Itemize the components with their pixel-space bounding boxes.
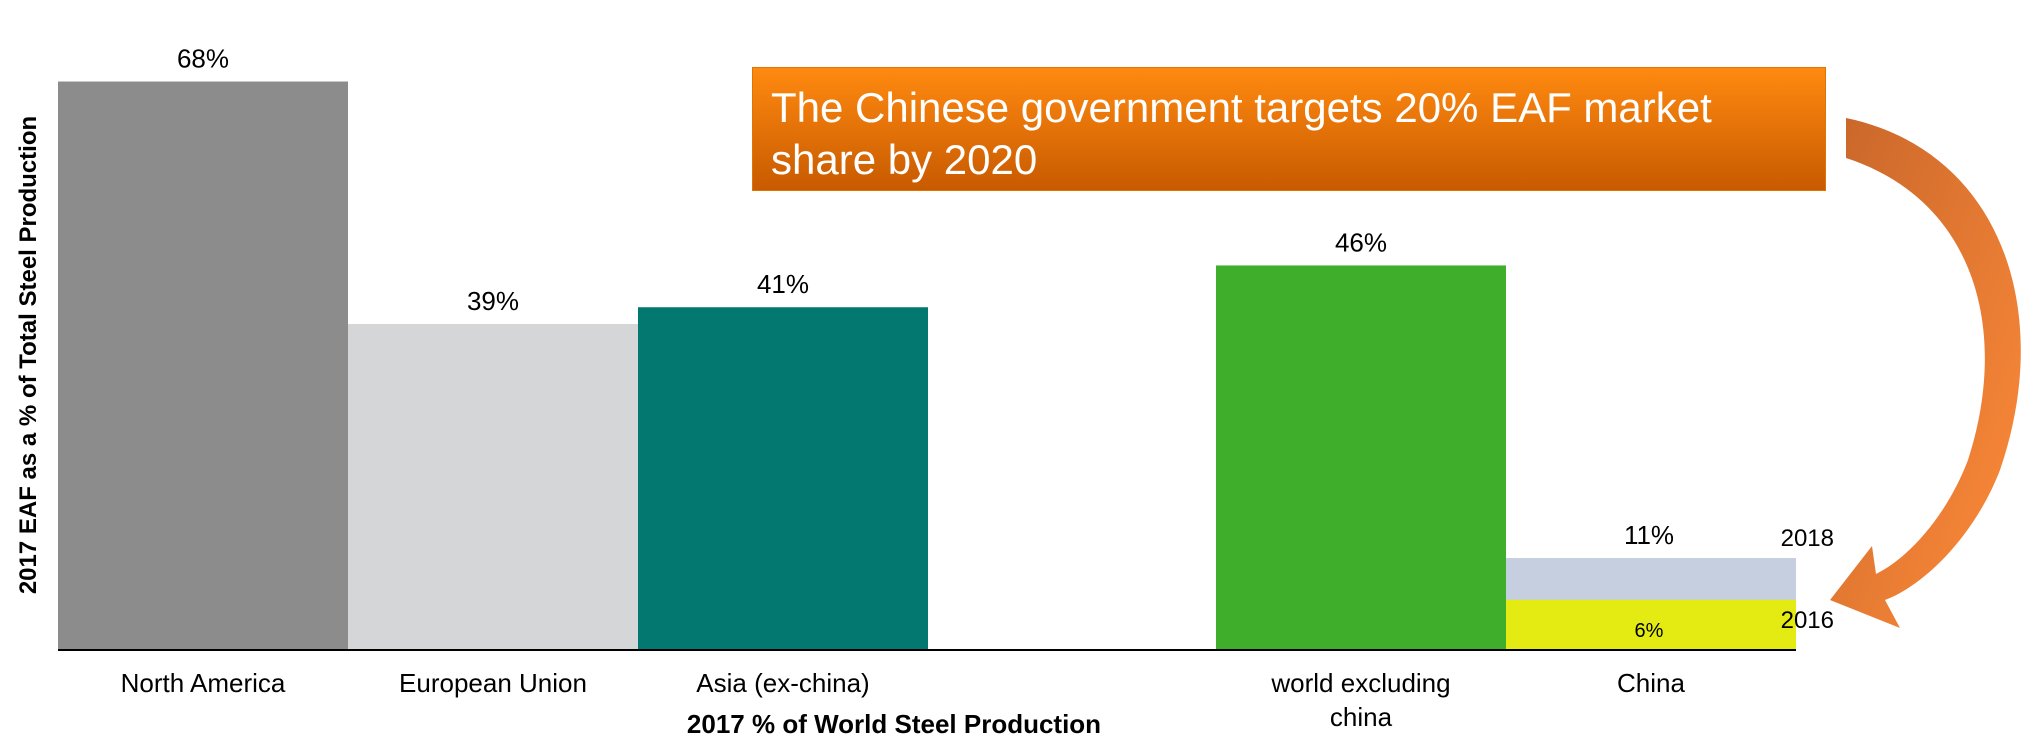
category-label-world-excluding-china: world excluding china bbox=[1270, 668, 1450, 732]
year-label-2018: 2018 bbox=[1781, 525, 1834, 552]
category-label-european-union: European Union bbox=[399, 668, 587, 698]
bar-world-excluding-china bbox=[1216, 265, 1506, 650]
value-label-china-2018: 11% bbox=[1624, 520, 1674, 550]
bar-asia-ex-china bbox=[638, 307, 928, 650]
category-label-asia-ex-china: Asia (ex-china) bbox=[696, 668, 869, 698]
category-label-north-america: North America bbox=[121, 668, 286, 698]
value-label-china-2016: 6% bbox=[1635, 620, 1664, 642]
category-label-china: China bbox=[1617, 668, 1685, 698]
bar-north-america bbox=[58, 81, 348, 650]
value-label-world-excluding-china: 46% bbox=[1335, 227, 1387, 257]
value-label-european-union: 39% bbox=[467, 286, 519, 316]
value-label-north-america: 68% bbox=[177, 44, 229, 74]
bar-european-union bbox=[348, 323, 638, 650]
value-label-asia-ex-china: 41% bbox=[757, 269, 809, 299]
bar-china-2016 bbox=[1506, 599, 1796, 650]
callout-box: The Chinese government targets 20% EAF m… bbox=[752, 67, 1826, 191]
curved-arrow-icon bbox=[1830, 118, 2021, 628]
year-label-2016: 2016 bbox=[1781, 607, 1834, 634]
y-axis-title: 2017 EAF as a % of Total Steel Productio… bbox=[15, 116, 42, 594]
category-label-line: china bbox=[1330, 702, 1393, 732]
x-axis-title: 2017 % of World Steel Production bbox=[687, 709, 1101, 739]
category-label-line: world excluding bbox=[1270, 668, 1450, 698]
